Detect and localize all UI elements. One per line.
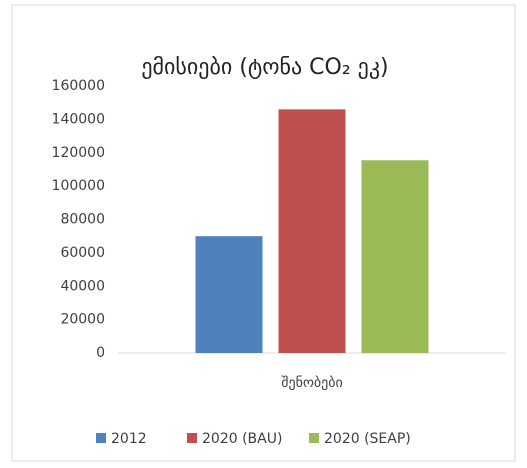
legend-label: 2020 (SEAP) bbox=[324, 431, 411, 447]
legend-swatch bbox=[309, 433, 319, 443]
x-tick-label: შენობები bbox=[281, 375, 343, 391]
bar bbox=[278, 109, 346, 353]
y-tick-label: 60000 bbox=[60, 245, 105, 261]
chart-title: ემისიები (ტონა CO₂ ეკ) bbox=[141, 55, 388, 80]
y-tick-label: 80000 bbox=[60, 212, 105, 228]
y-tick-label: 20000 bbox=[60, 312, 105, 328]
legend-swatch bbox=[96, 433, 106, 443]
y-tick-label: 160000 bbox=[52, 78, 105, 94]
y-tick-label: 140000 bbox=[52, 111, 105, 127]
y-tick-label: 0 bbox=[96, 345, 105, 361]
y-tick-label: 120000 bbox=[52, 145, 105, 161]
bar bbox=[195, 236, 263, 353]
legend-label: 2020 (BAU) bbox=[202, 431, 282, 447]
legend-swatch bbox=[187, 433, 197, 443]
y-tick-label: 40000 bbox=[60, 278, 105, 294]
chart-frame bbox=[11, 4, 516, 462]
bar bbox=[361, 160, 429, 353]
legend-label: 2012 bbox=[111, 431, 147, 447]
y-tick-label: 100000 bbox=[52, 178, 105, 194]
